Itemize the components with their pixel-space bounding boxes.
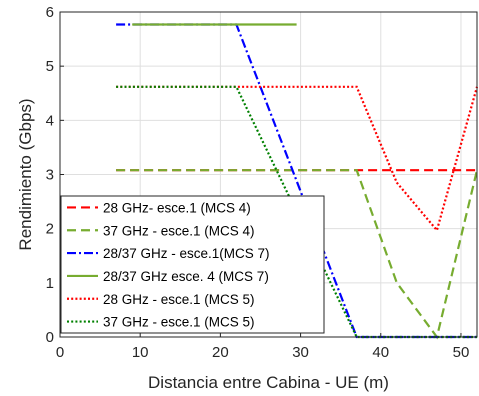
x-tick-label: 40 <box>372 344 389 361</box>
legend-label-5: 28 GHz - esce.1 (MCS 5) <box>103 292 255 307</box>
y-tick-label: 4 <box>46 112 54 129</box>
x-tick-label: 20 <box>212 344 229 361</box>
legend-box <box>60 195 325 334</box>
legend-label-1: 28 GHz- esce.1 (MCS 4) <box>103 200 251 215</box>
x-tick-label: 10 <box>132 344 149 361</box>
y-axis-label: Rendimiento (Gbps) <box>16 98 35 250</box>
y-tick-label: 6 <box>46 4 54 21</box>
legend-label-6: 37 GHz - esce.1 (MCS 5) <box>103 315 255 330</box>
series-line-2 <box>116 169 479 340</box>
legend-label-2: 37 GHz - esce.1 (MCS 4) <box>103 223 255 238</box>
legend-label-3: 28/37 GHz - esce.1(MCS 7) <box>103 246 270 261</box>
x-axis-label: Distancia entre Cabina - UE (m) <box>148 373 389 392</box>
y-tick-label: 5 <box>46 58 54 75</box>
x-tick-label: 50 <box>453 344 470 361</box>
y-tick-label: 2 <box>46 221 54 238</box>
y-tick-label: 1 <box>46 275 54 292</box>
series-line-5 <box>116 85 479 233</box>
legend-label-4: 28/37 GHz esce. 4 (MCS 7) <box>103 269 269 284</box>
x-tick-label: 30 <box>292 344 309 361</box>
x-tick-label: 0 <box>56 344 64 361</box>
legend: 28 GHz- esce.1 (MCS 4) 37 GHz - esce.1 (M… <box>60 195 325 334</box>
y-tick-label: 3 <box>46 167 54 184</box>
y-tick-label: 0 <box>46 329 54 346</box>
tick-labels: 0 10 20 30 40 50 0 1 2 3 4 5 6 <box>46 4 470 361</box>
